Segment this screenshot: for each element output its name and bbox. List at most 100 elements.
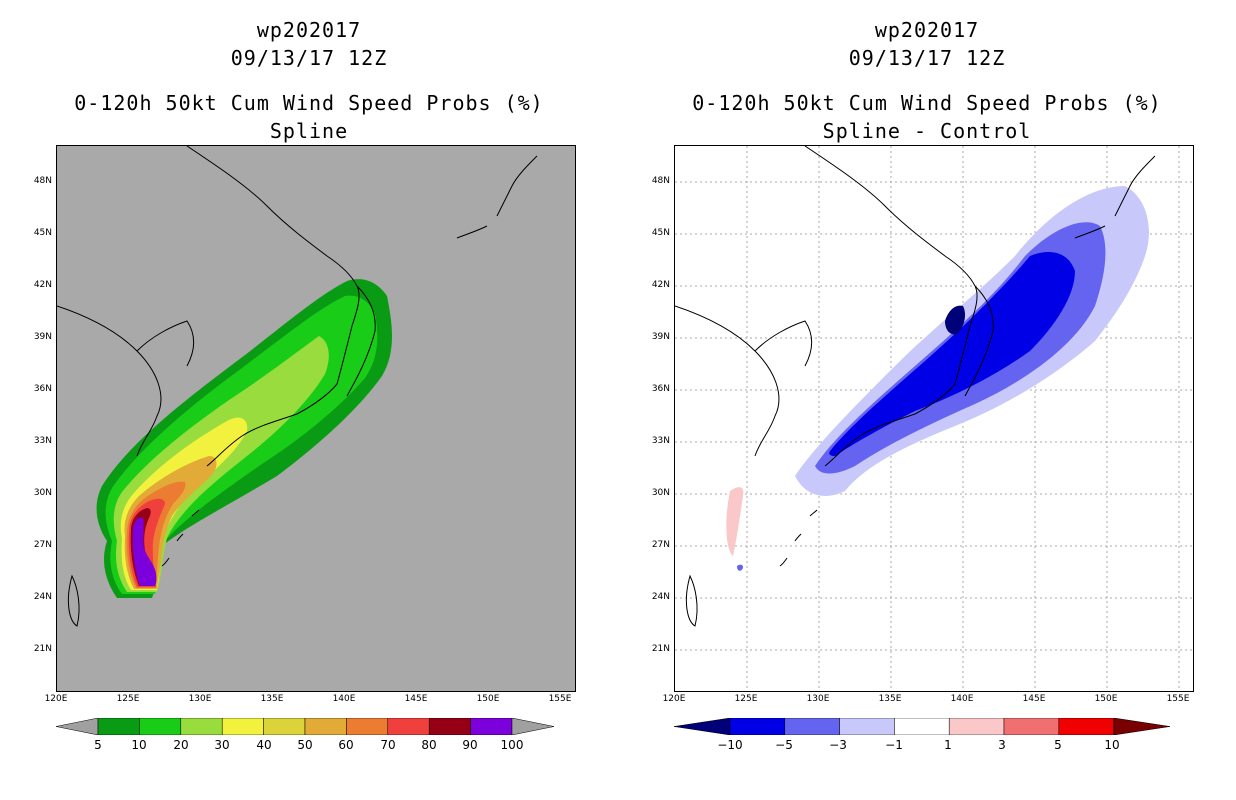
colorbar-label: 5 bbox=[1054, 738, 1062, 752]
colorbar-label: −3 bbox=[829, 738, 847, 752]
lat-label: 48N bbox=[651, 176, 670, 186]
coastlines bbox=[675, 146, 1156, 627]
datetime-title: 09/13/17 12Z bbox=[848, 46, 1006, 70]
subtitle: Spline - Control bbox=[822, 119, 1032, 143]
difference-colorbar bbox=[674, 718, 1171, 735]
lat-label: 42N bbox=[33, 280, 52, 290]
colorbar-cell bbox=[263, 718, 306, 735]
lat-label: 24N bbox=[33, 592, 52, 602]
lat-label: 21N bbox=[33, 644, 52, 654]
lat-label: 27N bbox=[651, 540, 670, 550]
storm-id-title: wp202017 bbox=[256, 18, 362, 42]
colorbar-label: 100 bbox=[500, 738, 524, 752]
colorbar-cell bbox=[729, 718, 786, 735]
lat-label: 39N bbox=[651, 332, 670, 342]
colorbar-label: −5 bbox=[775, 738, 793, 752]
colorbar-cell bbox=[1058, 718, 1114, 735]
probability-contours bbox=[96, 279, 393, 598]
sakhalin-coast bbox=[456, 155, 538, 239]
lon-label: 120E bbox=[662, 694, 686, 704]
colorbar-label: −1 bbox=[885, 738, 903, 752]
difference-contours bbox=[726, 186, 1149, 571]
colorbar-label: 10 bbox=[131, 738, 147, 752]
lat-label: 36N bbox=[33, 384, 52, 394]
gridlines bbox=[675, 146, 1193, 691]
colorbar-cell bbox=[839, 718, 895, 735]
china-korea-coast bbox=[675, 305, 813, 457]
lon-label: 135E bbox=[878, 694, 902, 704]
lat-label: 45N bbox=[651, 228, 670, 238]
colorbar-cell bbox=[428, 718, 471, 735]
subtitle: Spline bbox=[269, 119, 349, 143]
probability-map bbox=[56, 145, 576, 692]
lat-label: 45N bbox=[33, 228, 52, 238]
colorbar-low-arrow bbox=[674, 718, 731, 735]
colorbar-label: 3 bbox=[998, 738, 1006, 752]
storm-id-title: wp202017 bbox=[874, 18, 980, 42]
lon-label: 120E bbox=[44, 694, 68, 704]
lat-label: 36N bbox=[651, 384, 670, 394]
lat-label: 33N bbox=[651, 436, 670, 446]
colorbar-label: 50 bbox=[297, 738, 313, 752]
difference-panel: wp202017 09/13/17 12Z 0-120h 50kt Cum Wi… bbox=[618, 0, 1236, 800]
lat-label: 30N bbox=[33, 488, 52, 498]
colorbar-cell bbox=[894, 718, 950, 735]
colorbar-label: 30 bbox=[214, 738, 230, 752]
colorbar-cell bbox=[180, 718, 223, 735]
colorbar-cell bbox=[948, 718, 1005, 735]
colorbar-cell bbox=[387, 718, 430, 735]
lat-label: 39N bbox=[33, 332, 52, 342]
colorbar-low-arrow bbox=[56, 718, 99, 735]
china-korea-coast bbox=[57, 305, 195, 457]
lat-label: 21N bbox=[651, 644, 670, 654]
product-title: 0-120h 50kt Cum Wind Speed Probs (%) bbox=[692, 91, 1162, 115]
product-title: 0-120h 50kt Cum Wind Speed Probs (%) bbox=[74, 91, 544, 115]
ryukyu-islands bbox=[161, 509, 200, 567]
lon-label: 125E bbox=[116, 694, 140, 704]
contour-90 bbox=[132, 517, 157, 586]
colorbar-cell bbox=[304, 718, 347, 735]
colorbar-cell bbox=[784, 718, 840, 735]
japan-coast bbox=[206, 285, 376, 467]
lon-label: 125E bbox=[734, 694, 758, 704]
lat-label: 33N bbox=[33, 436, 52, 446]
taiwan-coast bbox=[67, 574, 80, 627]
difference-map bbox=[674, 145, 1194, 692]
colorbar-cell bbox=[221, 718, 264, 735]
colorbar-label: 20 bbox=[173, 738, 189, 752]
colorbar-cell bbox=[470, 718, 513, 735]
colorbar-cell bbox=[346, 718, 389, 735]
contour-minus-10 bbox=[945, 305, 965, 335]
colorbar-cell bbox=[1003, 718, 1060, 735]
lat-label: 27N bbox=[33, 540, 52, 550]
datetime-title: 09/13/17 12Z bbox=[230, 46, 388, 70]
colorbar-high-arrow bbox=[511, 718, 555, 735]
lon-label: 145E bbox=[1022, 694, 1046, 704]
probability-panel: wp202017 09/13/17 12Z 0-120h 50kt Cum Wi… bbox=[33, 18, 576, 752]
probability-colorbar bbox=[56, 718, 555, 735]
colorbar-label: 40 bbox=[256, 738, 272, 752]
lat-label: 24N bbox=[651, 592, 670, 602]
lon-label: 130E bbox=[188, 694, 212, 704]
lat-label: 30N bbox=[651, 488, 670, 498]
colorbar-label: 60 bbox=[338, 738, 354, 752]
colorbar-label: 70 bbox=[380, 738, 396, 752]
lon-label: 150E bbox=[476, 694, 500, 704]
contour-minus-small bbox=[737, 564, 743, 571]
lon-label: 155E bbox=[1166, 694, 1190, 704]
japan-coast bbox=[824, 285, 994, 467]
sakhalin-coast bbox=[1074, 155, 1156, 239]
lat-label: 48N bbox=[33, 176, 52, 186]
manchuria-coast bbox=[186, 146, 358, 287]
lon-label: 140E bbox=[950, 694, 974, 704]
lon-label: 130E bbox=[806, 694, 830, 704]
colorbar-label: 90 bbox=[462, 738, 478, 752]
colorbar-label: 10 bbox=[1104, 738, 1120, 752]
manchuria-coast bbox=[804, 146, 976, 287]
lon-label: 150E bbox=[1094, 694, 1118, 704]
colorbar-high-arrow bbox=[1113, 718, 1171, 735]
colorbar-label: −10 bbox=[717, 738, 743, 752]
colorbar-cell bbox=[139, 718, 182, 735]
taiwan-coast bbox=[685, 574, 698, 627]
contour-plus-1 bbox=[726, 487, 744, 556]
